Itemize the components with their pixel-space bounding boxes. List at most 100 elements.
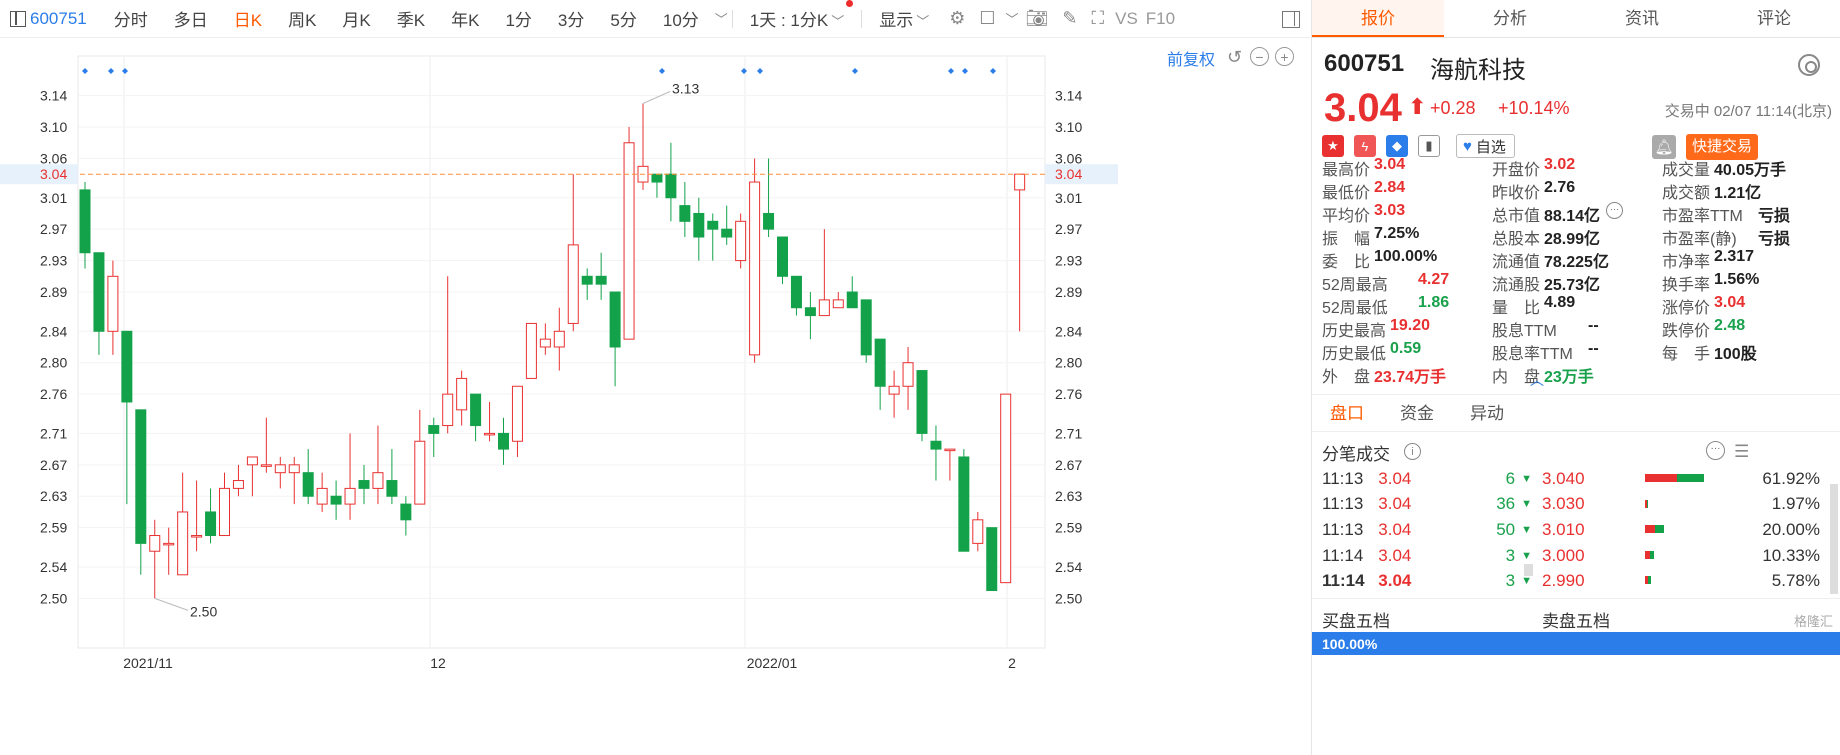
candle-body[interactable] (846, 291, 858, 309)
sidebar-toggle-icon[interactable] (10, 10, 26, 27)
list-icon[interactable]: ☰ (1734, 442, 1750, 461)
candle-body[interactable] (1014, 173, 1026, 191)
candle-body[interactable] (721, 228, 733, 238)
candle-body[interactable] (581, 275, 593, 285)
collapse-caret-icon[interactable]: ︿ (1530, 372, 1544, 388)
candle-body[interactable] (735, 220, 747, 262)
bell-icon[interactable]: 🔔︎ (1652, 135, 1676, 159)
vs-button[interactable]: VS (1115, 8, 1138, 28)
event-marker-icon[interactable] (948, 68, 954, 74)
event-marker-icon[interactable] (122, 68, 128, 74)
fullscreen-icon[interactable]: ⛶ (1091, 8, 1105, 28)
f10-button[interactable]: F10 (1145, 8, 1176, 28)
candle-body[interactable] (874, 338, 886, 387)
period-tab[interactable]: 多日 (173, 11, 208, 30)
candle-body[interactable] (1000, 393, 1012, 584)
lightning-icon[interactable]: ϟ (1354, 135, 1376, 157)
scroll-thumb[interactable] (1524, 564, 1533, 576)
info-icon[interactable]: i (1404, 443, 1421, 460)
panel-tab[interactable]: 分析 (1493, 9, 1527, 28)
candle-body[interactable] (232, 480, 244, 489)
more-icon[interactable]: ··· (1606, 202, 1624, 219)
candle-body[interactable] (107, 275, 119, 332)
quick-trade-button[interactable]: 快捷交易 (1686, 134, 1758, 160)
candle-body[interactable] (539, 338, 551, 348)
candle-body[interactable] (260, 464, 272, 467)
tag-icon[interactable]: ◆ (1386, 135, 1408, 157)
reset-icon[interactable]: ↺ (1226, 46, 1243, 67)
candle-body[interactable] (316, 487, 328, 505)
event-marker-icon[interactable] (82, 68, 88, 74)
candle-body[interactable] (302, 472, 314, 497)
rectangle-icon[interactable]: ☐ (979, 8, 996, 28)
event-marker-icon[interactable] (962, 68, 968, 74)
candle-body[interactable] (749, 181, 761, 356)
candle-body[interactable] (930, 440, 942, 450)
candle-body[interactable] (93, 252, 105, 332)
candle-body[interactable] (191, 535, 203, 538)
candle-body[interactable] (205, 511, 217, 537)
add-watchlist-button[interactable]: ♥ 自选 (1456, 134, 1515, 158)
candle-body[interactable] (358, 480, 370, 489)
candle-body[interactable] (986, 527, 998, 592)
camera-icon[interactable]: 📷︎ (1025, 8, 1049, 28)
candle-body[interactable] (442, 393, 454, 427)
candle-body[interactable] (595, 275, 607, 285)
scrollbar[interactable] (1830, 484, 1838, 594)
candle-body[interactable] (525, 322, 537, 379)
adjust-restore-button[interactable]: 前复权 (1166, 52, 1215, 69)
settings-icon[interactable]: ⚙ (949, 8, 966, 28)
candle-body[interactable] (679, 205, 691, 222)
candle-body[interactable] (470, 393, 482, 427)
candle-body[interactable] (344, 487, 356, 505)
candle-body[interactable] (177, 511, 189, 576)
candle-body[interactable] (958, 456, 970, 552)
period-tab[interactable]: 分时 (113, 11, 148, 30)
kline-svg[interactable]: 3.14 3.14 3.10 3.10 3.06 3.06 3.01 3.01 2.97 2.97… (0, 38, 1310, 755)
candle-body[interactable] (79, 189, 91, 254)
event-marker-icon[interactable] (990, 68, 996, 74)
event-marker-icon[interactable] (659, 68, 665, 74)
period-tab[interactable]: 季K (396, 11, 426, 30)
candle-body[interactable] (149, 535, 161, 552)
stock-code-link[interactable]: 600751 (30, 8, 87, 28)
candle-body[interactable] (777, 236, 788, 277)
candle-body[interactable] (274, 464, 286, 474)
candle-body[interactable] (623, 142, 635, 340)
event-marker-icon[interactable] (757, 68, 763, 74)
panel-tab[interactable]: 评论 (1757, 9, 1791, 28)
candle-body[interactable] (163, 542, 175, 546)
period-tab[interactable]: 10分 (662, 11, 699, 30)
candle-body[interactable] (916, 370, 928, 434)
period-tab[interactable]: 3分 (557, 11, 585, 30)
candle-body[interactable] (414, 440, 426, 505)
sub-tab[interactable]: 资金 (1400, 404, 1434, 423)
candle-body[interactable] (944, 448, 956, 452)
period-tab[interactable]: 周K (288, 11, 317, 30)
chevron-down-icon[interactable]: ﹀ (1005, 12, 1019, 27)
candle-body[interactable] (121, 330, 133, 403)
pencil-icon[interactable]: ✎ (1062, 8, 1078, 28)
candle-body[interactable] (428, 425, 440, 434)
candle-body[interactable] (651, 173, 663, 183)
candle-body[interactable] (693, 212, 705, 238)
candle-body[interactable] (219, 487, 230, 537)
gear-icon[interactable] (1798, 54, 1820, 76)
candle-body[interactable] (763, 212, 775, 230)
zoom-out-icon[interactable]: − (1250, 47, 1269, 66)
display-menu[interactable]: 显示 ﹀ (866, 6, 942, 31)
candle-body[interactable] (832, 299, 844, 309)
event-marker-icon[interactable] (108, 68, 114, 74)
panel-tab[interactable]: 报价 (1312, 0, 1444, 37)
candle-body[interactable] (818, 299, 830, 317)
panel-toggle-icon[interactable] (1282, 11, 1300, 28)
candle-body[interactable] (288, 464, 300, 474)
candle-body[interactable] (330, 495, 342, 505)
candle-body[interactable] (804, 307, 816, 317)
candle-body[interactable] (665, 173, 677, 199)
candle-body[interactable] (860, 299, 872, 356)
period-tab[interactable]: 年K (451, 11, 480, 30)
candle-body[interactable] (372, 472, 384, 489)
candle-body[interactable] (246, 456, 258, 466)
range-selector[interactable]: 1天 : 1分K ﹀ (737, 0, 857, 31)
